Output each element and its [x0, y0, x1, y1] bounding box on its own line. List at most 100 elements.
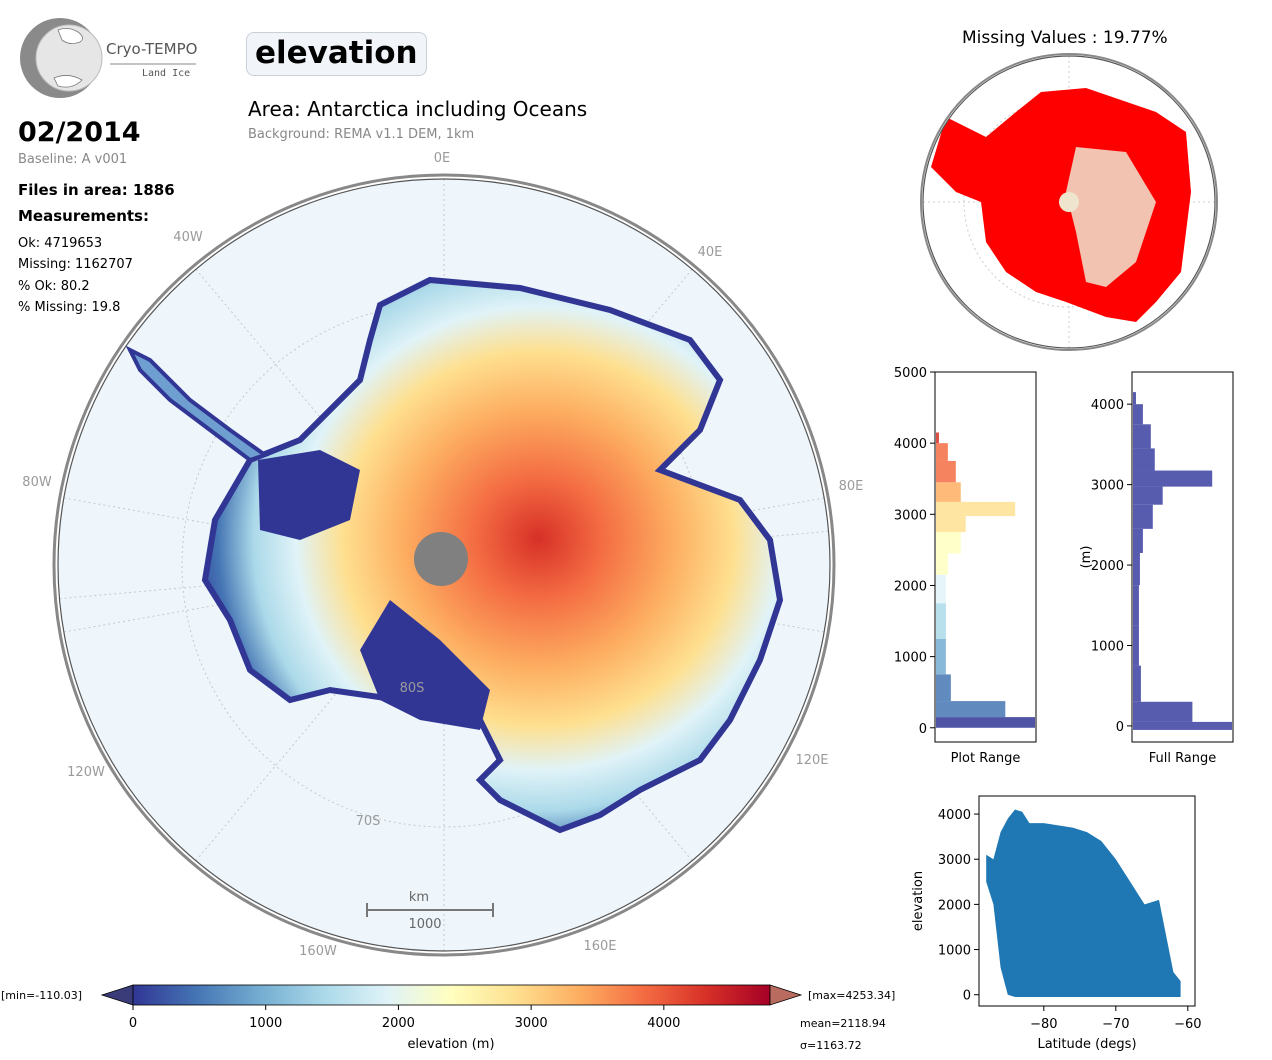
y-tick-label: 0	[1116, 720, 1124, 735]
histogram-bar	[936, 460, 956, 483]
colorbar-max-label: [max=4253.34]	[808, 989, 895, 1002]
logo-name: Cryo-TEMPO	[106, 40, 198, 58]
lon-label-160e: 160E	[583, 939, 616, 954]
date-label: 02/2014	[18, 117, 141, 148]
scale-bar-value: 1000	[408, 917, 441, 932]
y-tick-label: 4000	[938, 808, 971, 823]
lat-label-70s: 70S	[356, 814, 381, 829]
colorbar: 0 1000 2000 3000 4000 elevation (m) [min=-11…	[1, 984, 895, 1052]
histogram-bar	[1133, 721, 1232, 730]
histogram-bar	[1133, 404, 1143, 425]
histogram-bar	[1133, 486, 1163, 505]
ross-low-region	[360, 600, 490, 730]
histogram-bar	[936, 432, 939, 444]
colorbar-tick-label: 0	[129, 1016, 137, 1031]
y-tick-label: 2000	[938, 898, 971, 913]
x-tick-label: −70	[1102, 1017, 1129, 1032]
x-tick-label: −80	[1030, 1017, 1057, 1032]
lon-label-0e: 0E	[434, 151, 451, 166]
colorbar-label: elevation (m)	[407, 1037, 494, 1052]
lat-label-80s: 80S	[400, 681, 425, 696]
logo-globe-icon	[20, 18, 196, 98]
sigma-label: σ=1163.72	[800, 1039, 862, 1052]
histogram-bar	[1133, 665, 1141, 702]
scale-bar	[366, 903, 494, 917]
histogram-bar	[1133, 392, 1136, 405]
scatter-point-cloud	[986, 809, 1181, 997]
colorbar-min-label: [min=-110.03]	[1, 989, 82, 1002]
y-tick-label: 3000	[1091, 479, 1124, 494]
lon-label-80w: 80W	[22, 475, 52, 490]
mean-label: mean=2118.94	[800, 1017, 886, 1030]
histogram-axes	[934, 371, 1037, 743]
histogram-bar	[1133, 701, 1193, 722]
pole-hole	[414, 532, 468, 586]
files-count: Files in area: 1886	[18, 181, 175, 199]
y-tick-label: 3000	[938, 853, 971, 868]
scale-bar-unit: km	[409, 890, 429, 905]
antarctic-peninsula	[125, 345, 270, 463]
histogram-bar	[936, 674, 951, 702]
stat-pct-missing: % Missing: 19.8	[18, 300, 121, 315]
area-title: Area: Antarctica including Oceans	[248, 97, 588, 121]
logo-subtitle: Land Ice	[142, 68, 191, 79]
y-tick-label: 1000	[1091, 639, 1124, 654]
stat-missing: Missing: 1162707	[18, 257, 133, 272]
plot-range-histogram: 0 1000 2000 3000 4000 5000 Plot Range	[894, 366, 1037, 766]
y-axis-label: elevation	[911, 871, 926, 931]
histogram-bar	[1133, 585, 1139, 626]
y-tick-label: 0	[919, 722, 927, 737]
colorbar-tick-label: 1000	[249, 1016, 282, 1031]
weddell-low-region	[258, 450, 360, 540]
antarctica-elevation-field	[201, 276, 784, 834]
histogram-bar	[936, 553, 948, 575]
baseline-label: Baseline: A v001	[18, 152, 128, 167]
colorbar-tick-label: 3000	[515, 1016, 548, 1031]
x-axis-label: Latitude (degs)	[1037, 1037, 1136, 1052]
lon-label-40e: 40E	[698, 245, 723, 260]
y-tick-label: 4000	[894, 437, 927, 452]
x-axis-label: Full Range	[1149, 751, 1217, 766]
y-axis-label: (m)	[1079, 546, 1094, 569]
histogram-bar	[936, 482, 961, 502]
histogram-bar	[936, 638, 946, 675]
histogram-bar	[1133, 470, 1213, 487]
histogram-bar	[936, 574, 946, 604]
full-range-histogram: 0 1000 2000 3000 4000 Full Range (m)	[1079, 371, 1234, 766]
elevation-latitude-scatter: −80 −70 −60 0 1000 2000 3000 4000 Latitude (degs…	[911, 795, 1202, 1052]
y-tick-label: 2000	[1091, 559, 1124, 574]
stat-ok: Ok: 4719653	[18, 236, 103, 251]
missing-values-title: Missing Values : 19.77%	[962, 28, 1168, 48]
y-tick-label: 5000	[894, 366, 927, 381]
main-map: 0E 40E 80E 120E 160E 40W 80W 120W 160W 8…	[22, 151, 864, 959]
x-tick-label: −60	[1174, 1017, 1201, 1032]
logo	[18, 16, 208, 100]
colorbar-tick-label: 2000	[382, 1016, 415, 1031]
histogram-bar	[936, 717, 1035, 728]
measurements-heading: Measurements:	[18, 207, 149, 225]
y-tick-label: 4000	[1091, 398, 1124, 413]
lon-label-40w: 40W	[173, 230, 203, 245]
stat-pct-ok: % Ok: 80.2	[18, 279, 90, 294]
variable-title: elevation	[246, 32, 427, 76]
histogram-bar	[1133, 504, 1153, 529]
x-axis-label: Plot Range	[951, 751, 1021, 766]
histogram-bar	[1133, 448, 1155, 471]
histogram-bar	[936, 532, 961, 554]
y-tick-label: 3000	[894, 508, 927, 523]
histogram-bar	[1133, 424, 1151, 449]
histogram-bar	[936, 443, 948, 461]
histogram-bar	[1133, 625, 1139, 666]
y-tick-label: 2000	[894, 579, 927, 594]
missing-values-map	[920, 53, 1218, 351]
lon-label-80e: 80E	[839, 479, 864, 494]
lon-label-120e: 120E	[795, 753, 828, 768]
colorbar-tick-label: 4000	[647, 1016, 680, 1031]
y-tick-label: 1000	[894, 651, 927, 666]
colorbar-min-extend	[100, 984, 134, 1006]
histogram-bar	[936, 603, 946, 639]
lon-label-120w: 120W	[67, 765, 105, 780]
histogram-bar	[1133, 528, 1143, 553]
histogram-bar	[936, 701, 1006, 718]
histogram-bar	[1133, 552, 1140, 586]
